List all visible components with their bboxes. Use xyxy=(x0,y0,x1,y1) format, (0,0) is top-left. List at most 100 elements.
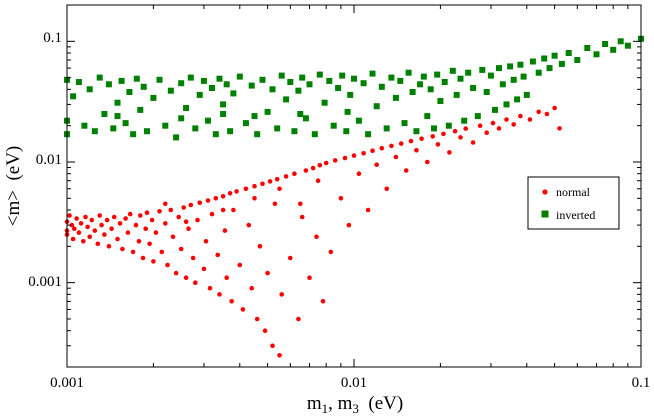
point-inverted-8 xyxy=(96,74,103,81)
point-inverted-113 xyxy=(551,52,558,59)
point-normal-17 xyxy=(97,213,102,218)
point-normal-65 xyxy=(217,292,222,297)
point-inverted-82 xyxy=(424,113,431,120)
point-normal-83 xyxy=(265,270,270,276)
point-inverted-48 xyxy=(278,72,285,79)
point-inverted-99 xyxy=(492,106,498,113)
point-normal-4 xyxy=(69,222,75,228)
point-normal-106 xyxy=(346,222,352,228)
point-inverted-85 xyxy=(434,71,441,78)
point-inverted-122 xyxy=(624,42,631,49)
point-normal-130 xyxy=(470,140,476,145)
point-inverted-87 xyxy=(441,79,448,85)
point-normal-6 xyxy=(72,226,77,231)
point-inverted-28 xyxy=(187,74,194,81)
point-inverted-86 xyxy=(437,98,444,104)
point-normal-46 xyxy=(170,234,176,240)
point-inverted-10 xyxy=(105,81,112,88)
point-inverted-45 xyxy=(264,108,271,115)
point-inverted-116 xyxy=(574,57,581,63)
point-inverted-119 xyxy=(602,41,609,47)
y-tick-label-2: 0.1 xyxy=(43,30,62,46)
point-normal-125 xyxy=(441,131,446,137)
point-normal-38 xyxy=(149,217,155,223)
point-normal-145 xyxy=(220,207,226,213)
point-normal-115 xyxy=(389,143,394,149)
point-inverted-58 xyxy=(321,99,328,106)
point-normal-108 xyxy=(356,171,362,176)
point-inverted-4 xyxy=(75,79,82,85)
point-normal-69 xyxy=(227,191,233,196)
point-inverted-5 xyxy=(81,122,88,129)
point-normal-109 xyxy=(361,151,366,156)
point-normal-41 xyxy=(157,209,162,214)
point-normal-23 xyxy=(111,214,117,220)
point-normal-110 xyxy=(365,207,371,213)
point-inverted-37 xyxy=(223,81,230,88)
point-normal-86 xyxy=(272,201,278,207)
point-inverted-29 xyxy=(192,125,199,132)
point-normal-44 xyxy=(165,262,170,268)
point-normal-144 xyxy=(183,219,189,224)
point-normal-77 xyxy=(249,285,254,291)
point-normal-146 xyxy=(252,196,257,201)
y-axis-title: <m> (eV) xyxy=(3,146,24,227)
point-normal-89 xyxy=(279,292,285,297)
point-inverted-66 xyxy=(355,117,362,124)
point-normal-141 xyxy=(552,105,557,111)
point-normal-134 xyxy=(496,126,502,131)
point-normal-19 xyxy=(102,232,107,237)
point-normal-30 xyxy=(130,249,136,255)
point-inverted-76 xyxy=(401,120,408,127)
point-normal-113 xyxy=(379,145,385,151)
point-inverted-33 xyxy=(209,85,215,91)
point-inverted-38 xyxy=(227,128,234,135)
point-normal-78 xyxy=(252,183,257,189)
point-inverted-50 xyxy=(287,79,294,85)
point-normal-81 xyxy=(260,181,265,187)
point-normal-137 xyxy=(518,113,523,119)
point-inverted-110 xyxy=(535,69,542,76)
point-normal-51 xyxy=(183,275,189,281)
point-normal-87 xyxy=(274,176,280,182)
point-normal-119 xyxy=(408,138,414,144)
point-inverted-117 xyxy=(584,45,591,51)
point-inverted-127 xyxy=(251,113,258,120)
point-normal-26 xyxy=(120,246,125,252)
point-inverted-17 xyxy=(133,75,140,82)
point-inverted-81 xyxy=(420,73,427,80)
point-inverted-18 xyxy=(137,106,144,113)
point-normal-22 xyxy=(109,226,114,231)
point-inverted-22 xyxy=(156,76,163,83)
point-normal-74 xyxy=(240,307,246,312)
point-normal-32 xyxy=(136,239,142,244)
point-inverted-102 xyxy=(503,101,510,108)
point-inverted-65 xyxy=(351,75,357,82)
point-normal-140 xyxy=(544,111,550,117)
point-normal-67 xyxy=(222,228,228,233)
point-inverted-118 xyxy=(593,51,600,58)
point-normal-128 xyxy=(458,135,463,140)
point-normal-111 xyxy=(370,148,375,153)
point-normal-24 xyxy=(115,236,120,242)
point-inverted-74 xyxy=(392,94,399,101)
point-normal-103 xyxy=(332,158,338,163)
point-normal-59 xyxy=(203,239,209,244)
point-inverted-46 xyxy=(269,86,276,93)
point-inverted-111 xyxy=(541,55,548,62)
point-normal-124 xyxy=(435,142,441,147)
point-inverted-80 xyxy=(417,81,424,88)
point-normal-131 xyxy=(477,123,483,128)
point-normal-75 xyxy=(243,186,249,192)
point-inverted-79 xyxy=(413,128,420,135)
point-normal-64 xyxy=(215,252,220,258)
point-normal-82 xyxy=(262,328,268,334)
point-inverted-90 xyxy=(453,91,460,98)
point-inverted-34 xyxy=(212,131,219,138)
point-normal-55 xyxy=(193,280,198,286)
point-inverted-31 xyxy=(200,77,207,84)
point-normal-33 xyxy=(138,213,143,218)
point-inverted-24 xyxy=(167,87,174,94)
point-normal-20 xyxy=(104,217,110,223)
point-inverted-96 xyxy=(479,66,486,73)
